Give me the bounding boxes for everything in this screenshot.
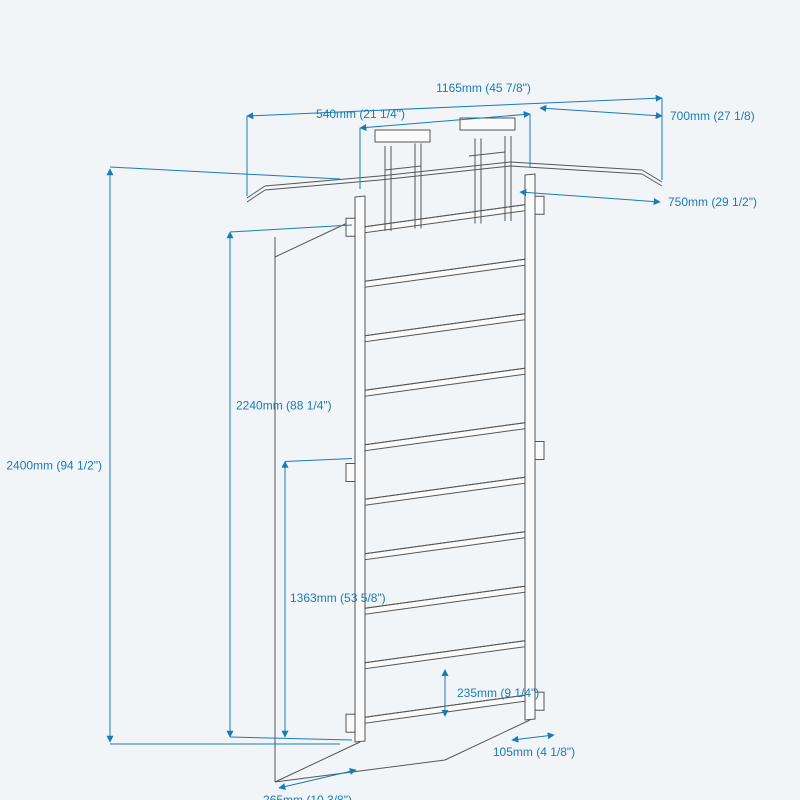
svg-text:235mm (9 1/4"): 235mm (9 1/4") xyxy=(457,686,539,700)
svg-text:2240mm (88 1/4"): 2240mm (88 1/4") xyxy=(236,399,332,413)
svg-text:750mm (29 1/2"): 750mm (29 1/2") xyxy=(668,195,757,209)
dimension-diagram: 2400mm (94 1/2") 2240mm (88 1/4") 1363mm (… xyxy=(0,0,800,800)
svg-text:105mm (4 1/8"): 105mm (4 1/8") xyxy=(493,745,575,759)
svg-text:540mm (21 1/4"): 540mm (21 1/4") xyxy=(316,107,405,121)
svg-text:1363mm (53 5/8"): 1363mm (53 5/8") xyxy=(290,591,386,605)
svg-text:700mm (27 1/8): 700mm (27 1/8) xyxy=(670,109,755,123)
svg-text:265mm (10 3/8"): 265mm (10 3/8") xyxy=(263,793,352,800)
svg-text:2400mm (94 1/2"): 2400mm (94 1/2") xyxy=(6,459,102,473)
svg-text:1165mm (45 7/8"): 1165mm (45 7/8") xyxy=(436,81,531,95)
